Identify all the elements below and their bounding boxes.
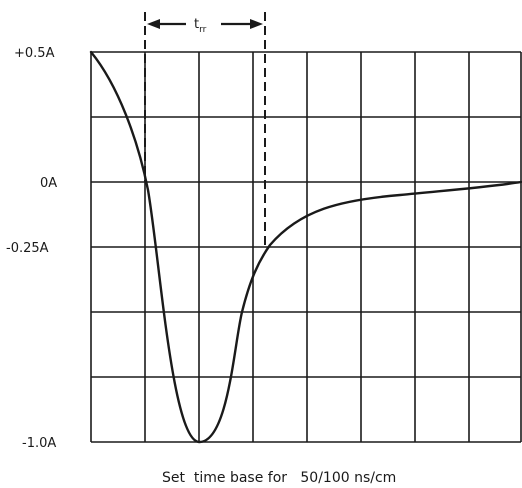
y-label-minus-one-amp: -1.0A <box>22 436 56 451</box>
y-label-plus-half-amp: +0.5A <box>14 46 55 61</box>
trr-right-arrow-head <box>250 19 263 29</box>
trr-left-arrow-head <box>147 19 160 29</box>
recovery-current-curve <box>89 50 522 444</box>
trr-arrows <box>147 19 263 29</box>
trr-label-main: t <box>194 17 199 32</box>
y-label-minus-quarter-amp: -0.25A <box>6 241 49 256</box>
graticule <box>90 51 522 443</box>
y-label-zero-amp: 0A <box>40 176 57 191</box>
time-base-caption: Set time base for 50/100 ns/cm <box>162 470 396 486</box>
trr-label: trr <box>194 17 207 35</box>
trr-markers <box>144 12 266 247</box>
trr-label-sub: rr <box>199 25 207 35</box>
